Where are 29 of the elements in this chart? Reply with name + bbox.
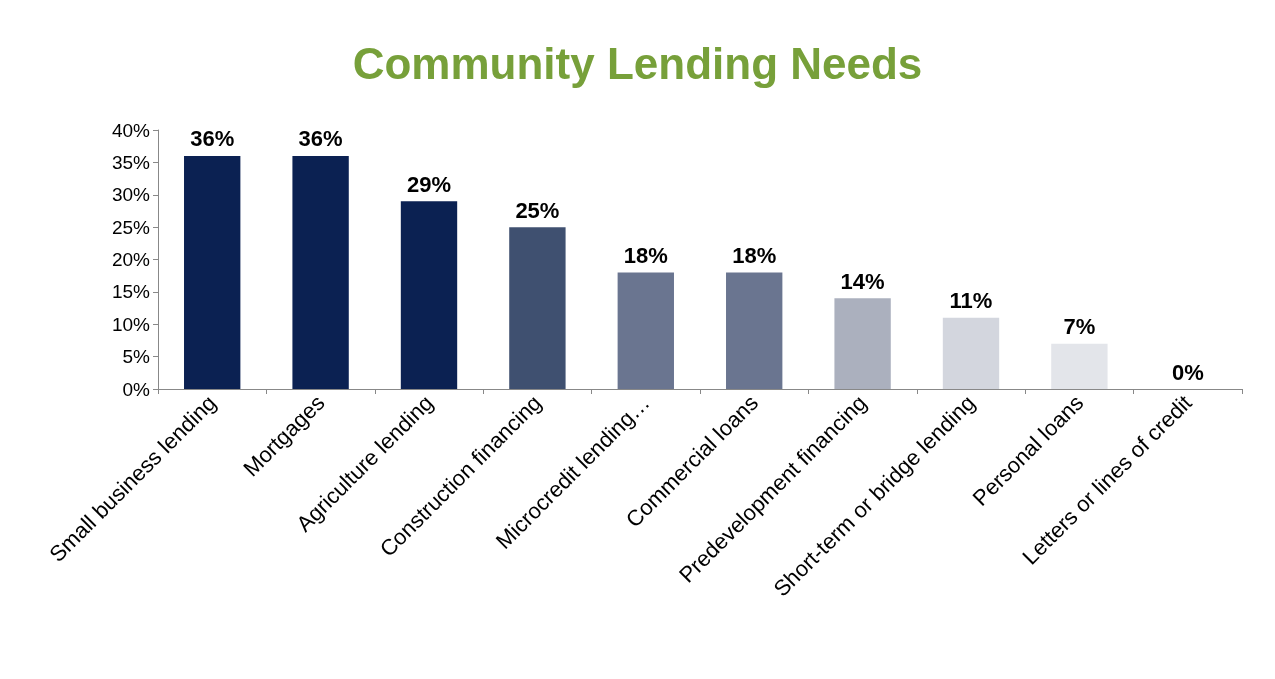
data-label: 7% bbox=[1063, 314, 1096, 340]
y-tick-label: 40% bbox=[111, 119, 151, 141]
data-label: 18% bbox=[732, 242, 777, 268]
data-label: 29% bbox=[406, 171, 452, 197]
data-label: 25% bbox=[515, 197, 560, 223]
y-tick-label: 30% bbox=[111, 184, 151, 206]
bar bbox=[509, 227, 566, 389]
y-tick-label: 15% bbox=[111, 281, 151, 303]
y-tick-label: 10% bbox=[111, 313, 151, 335]
y-tick-label: 0% bbox=[122, 378, 151, 400]
y-tick-label: 20% bbox=[111, 249, 151, 270]
y-tick-label: 25% bbox=[111, 216, 151, 238]
data-label: 18% bbox=[623, 242, 668, 268]
y-tick-label: 35% bbox=[111, 151, 151, 173]
data-label: 36% bbox=[190, 126, 235, 152]
bar bbox=[292, 155, 349, 389]
data-label: 11% bbox=[949, 288, 993, 314]
data-label: 0% bbox=[1171, 359, 1204, 385]
data-label: 14% bbox=[840, 268, 885, 294]
bar bbox=[184, 155, 241, 389]
bar bbox=[726, 272, 783, 389]
data-label: 36% bbox=[298, 126, 343, 152]
bar bbox=[942, 317, 1000, 389]
chart-title: Community Lending Needs bbox=[352, 38, 923, 88]
bar bbox=[400, 201, 458, 389]
bar bbox=[1051, 343, 1108, 389]
y-tick-label: 5% bbox=[122, 346, 151, 368]
bar bbox=[834, 298, 891, 389]
bar bbox=[617, 272, 674, 389]
